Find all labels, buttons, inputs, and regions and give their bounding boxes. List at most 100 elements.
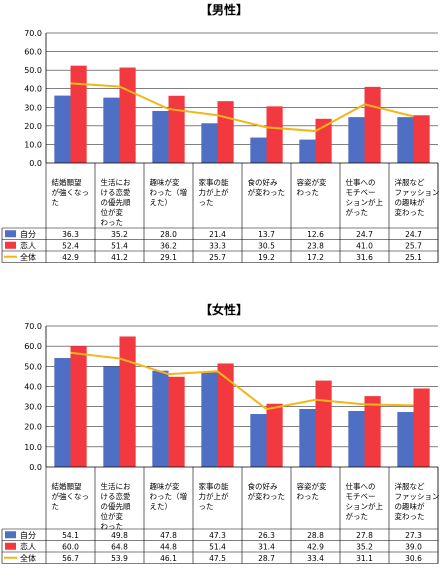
legend-label: 恋人: [20, 240, 36, 250]
y-tick-label: 10.0: [24, 443, 42, 452]
table-value: 53.9: [111, 554, 128, 563]
table-value: 51.4: [209, 542, 226, 551]
category-label: わった: [101, 218, 124, 227]
category-label: わった（増: [150, 491, 188, 501]
table-value: 47.3: [209, 531, 226, 540]
category-label: 洋服など: [395, 177, 425, 187]
chart-title: 【女性】: [200, 302, 248, 317]
category-label: の優先順: [101, 197, 131, 207]
y-tick-label: 50.0: [24, 362, 42, 371]
table-value: 30.5: [258, 241, 275, 250]
y-tick-label: 0.0: [29, 159, 42, 168]
legend-swatch-self: [5, 531, 16, 539]
table-value: 42.9: [62, 253, 79, 262]
category-label: が変わった: [248, 491, 286, 501]
bar-lover: [413, 115, 430, 163]
y-tick-label: 30.0: [24, 103, 42, 112]
line-all: [70, 351, 414, 411]
table-value: 28.7: [258, 554, 275, 563]
table-value: 27.3: [405, 531, 422, 540]
category-label: わった: [297, 188, 320, 197]
table-value: 24.7: [405, 230, 422, 239]
y-tick-label: 30.0: [24, 403, 42, 412]
bar-self: [54, 358, 71, 467]
category-label: 力が上が: [199, 187, 229, 197]
bar-self: [299, 139, 316, 163]
table-value: 36.3: [62, 230, 79, 239]
category-label: ションが上: [346, 501, 384, 511]
table-value: 13.7: [258, 230, 275, 239]
table-value: 28.0: [160, 230, 177, 239]
table-value: 46.1: [160, 554, 177, 563]
table-value: 19.2: [258, 253, 275, 262]
bar-self: [348, 411, 365, 467]
category-label: が強くなっ: [52, 491, 90, 501]
table-value: 35.2: [356, 542, 373, 551]
table-value: 25.1: [405, 253, 422, 262]
table-value: 35.2: [111, 230, 128, 239]
category-label: 洋服など: [395, 481, 425, 491]
category-label: が変わった: [248, 187, 286, 197]
bar-lover: [413, 388, 430, 467]
category-label: ションが上: [346, 197, 384, 207]
category-label: の優先順: [101, 501, 131, 511]
category-label: った: [199, 198, 214, 207]
category-label: 仕事への: [346, 481, 376, 491]
table-value: 41.0: [356, 241, 373, 250]
table-value: 12.6: [307, 230, 324, 239]
category-label: 生活にお: [101, 481, 131, 491]
table-value: 31.4: [258, 542, 275, 551]
category-label: 家事の能: [199, 177, 229, 187]
table-value: 49.8: [111, 531, 128, 540]
table-value: 33.3: [209, 241, 226, 250]
category-label: がった: [346, 207, 369, 217]
legend-swatch-self: [5, 230, 16, 238]
category-label: 位が変: [101, 207, 124, 217]
category-label: の趣味が: [395, 197, 425, 207]
category-label: がった: [346, 511, 369, 521]
bar-lover: [70, 65, 87, 163]
table-value: 25.7: [405, 241, 422, 250]
category-label: が強くなっ: [52, 187, 90, 197]
category-label: モチベー: [346, 492, 376, 501]
table-value: 60.0: [62, 542, 79, 551]
category-label: ファッション: [395, 188, 440, 197]
bar-self: [103, 97, 120, 163]
table-value: 33.4: [307, 554, 324, 563]
chart-title: 【男性】: [200, 2, 248, 17]
category-label: ける恋愛: [101, 491, 131, 501]
category-label: モチベー: [346, 188, 376, 197]
table-value: 17.2: [307, 253, 324, 262]
y-tick-label: 60.0: [24, 48, 42, 57]
bar-self: [201, 371, 218, 467]
category-label: の趣味が: [395, 501, 425, 511]
table-value: 56.7: [62, 554, 79, 563]
y-tick-label: 70.0: [24, 29, 42, 38]
category-label: えた）: [150, 198, 173, 207]
bar-lover: [266, 106, 283, 163]
bar-lover: [119, 67, 136, 163]
category-label: った: [199, 502, 214, 511]
bar-lover: [217, 363, 234, 467]
table-value: 47.8: [160, 531, 177, 540]
category-label: 結婚願望: [52, 177, 82, 187]
category-label: 容姿が変: [297, 481, 327, 491]
bar-lover: [217, 101, 234, 163]
table-value: 31.6: [356, 253, 373, 262]
table-value: 25.7: [209, 253, 226, 262]
bar-lover: [168, 376, 185, 467]
bar-self: [103, 366, 120, 467]
category-label: 変わった: [395, 511, 425, 521]
legend-label: 自分: [20, 229, 36, 239]
category-label: ファッション: [395, 492, 440, 501]
table-value: 42.9: [307, 542, 324, 551]
chart-panel-1: 【女性】 0.0 10.0 20.0 30.0 40.0 50.0 60.0 70.0 結婚願望が…: [1, 302, 440, 564]
bar-lover: [364, 86, 381, 163]
bar-self: [348, 117, 365, 163]
bar-self: [299, 408, 316, 467]
category-label: 容姿が変: [297, 177, 327, 187]
category-label: 位が変: [101, 511, 124, 521]
y-tick-label: 40.0: [24, 85, 42, 94]
category-label: 生活にお: [101, 177, 131, 187]
